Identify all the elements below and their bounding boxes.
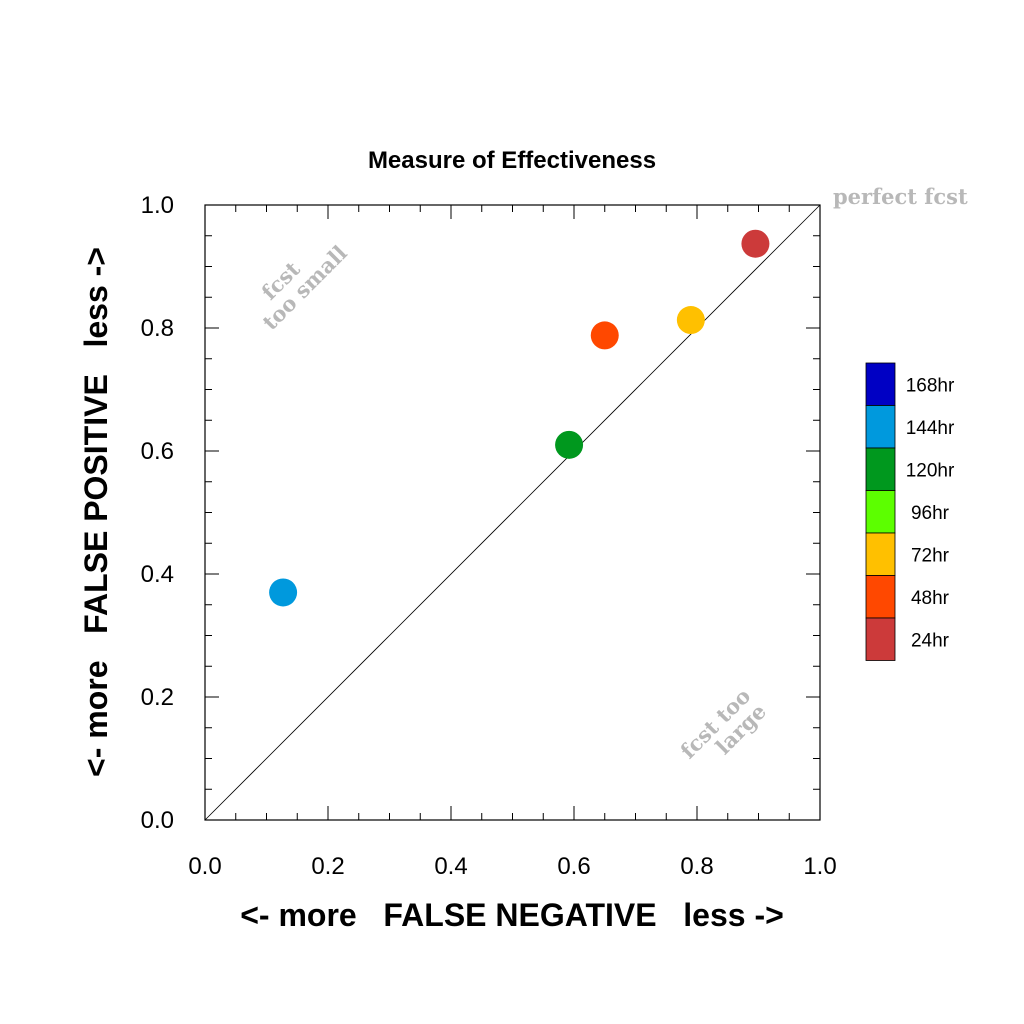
- data-points: [269, 229, 770, 607]
- x-tick-label: 0.0: [188, 853, 221, 880]
- point-72hr: [676, 306, 705, 335]
- point-144hr: [269, 578, 298, 607]
- legend: 168hr 144hr 120hr 96hr 72hr 48hr 24hr: [865, 362, 955, 661]
- y-tick-label: 0.8: [141, 315, 174, 342]
- point-120hr: [555, 430, 584, 459]
- legend-label-48hr: 48hr: [911, 588, 950, 609]
- legend-label-120hr: 120hr: [906, 460, 955, 481]
- x-tick-label: 0.4: [434, 853, 467, 880]
- point-24hr: [741, 229, 770, 258]
- legend-swatch-120hr: [865, 447, 896, 491]
- x-tick-label: 1.0: [803, 853, 836, 880]
- y-tick-label: 0.2: [141, 684, 174, 711]
- legend-label-24hr: 24hr: [911, 630, 950, 651]
- annotation-perfect-fcst: perfect fcst: [833, 184, 968, 209]
- legend-swatch-96hr: [865, 490, 896, 534]
- x-tick-label: 0.8: [680, 853, 713, 880]
- y-tick-label: 0.6: [141, 438, 174, 465]
- y-tick-labels: 0.0 0.2 0.4 0.6 0.8 1.0: [141, 192, 174, 834]
- y-axis-title: <- more FALSE POSITIVE less ->: [78, 247, 114, 777]
- legend-label-144hr: 144hr: [906, 418, 955, 439]
- point-48hr: [590, 321, 619, 350]
- perfect-forecast-diagonal: [204, 204, 821, 821]
- x-tick-labels: 0.0 0.2 0.4 0.6 0.8 1.0: [188, 853, 836, 880]
- annotation-fcst-too-large: fcst too large: [675, 683, 771, 763]
- x-axis-title: <- more FALSE NEGATIVE less ->: [240, 897, 784, 933]
- legend-swatch-168hr: [865, 362, 896, 406]
- chart-title: Measure of Effectiveness: [368, 147, 656, 174]
- legend-swatch-72hr: [865, 532, 896, 576]
- legend-label-96hr: 96hr: [911, 503, 950, 524]
- legend-label-72hr: 72hr: [911, 545, 950, 566]
- legend-swatch-24hr: [865, 617, 896, 661]
- y-tick-label: 1.0: [141, 192, 174, 219]
- y-tick-label: 0.0: [141, 807, 174, 834]
- y-tick-label: 0.4: [141, 561, 174, 588]
- legend-label-168hr: 168hr: [906, 375, 955, 396]
- x-tick-label: 0.2: [311, 853, 344, 880]
- legend-swatch-48hr: [865, 575, 896, 619]
- plot-frame: [204, 204, 821, 821]
- x-tick-label: 0.6: [557, 853, 590, 880]
- legend-swatch-144hr: [865, 405, 896, 449]
- annotation-fcst-too-small: fcst too small: [256, 240, 351, 335]
